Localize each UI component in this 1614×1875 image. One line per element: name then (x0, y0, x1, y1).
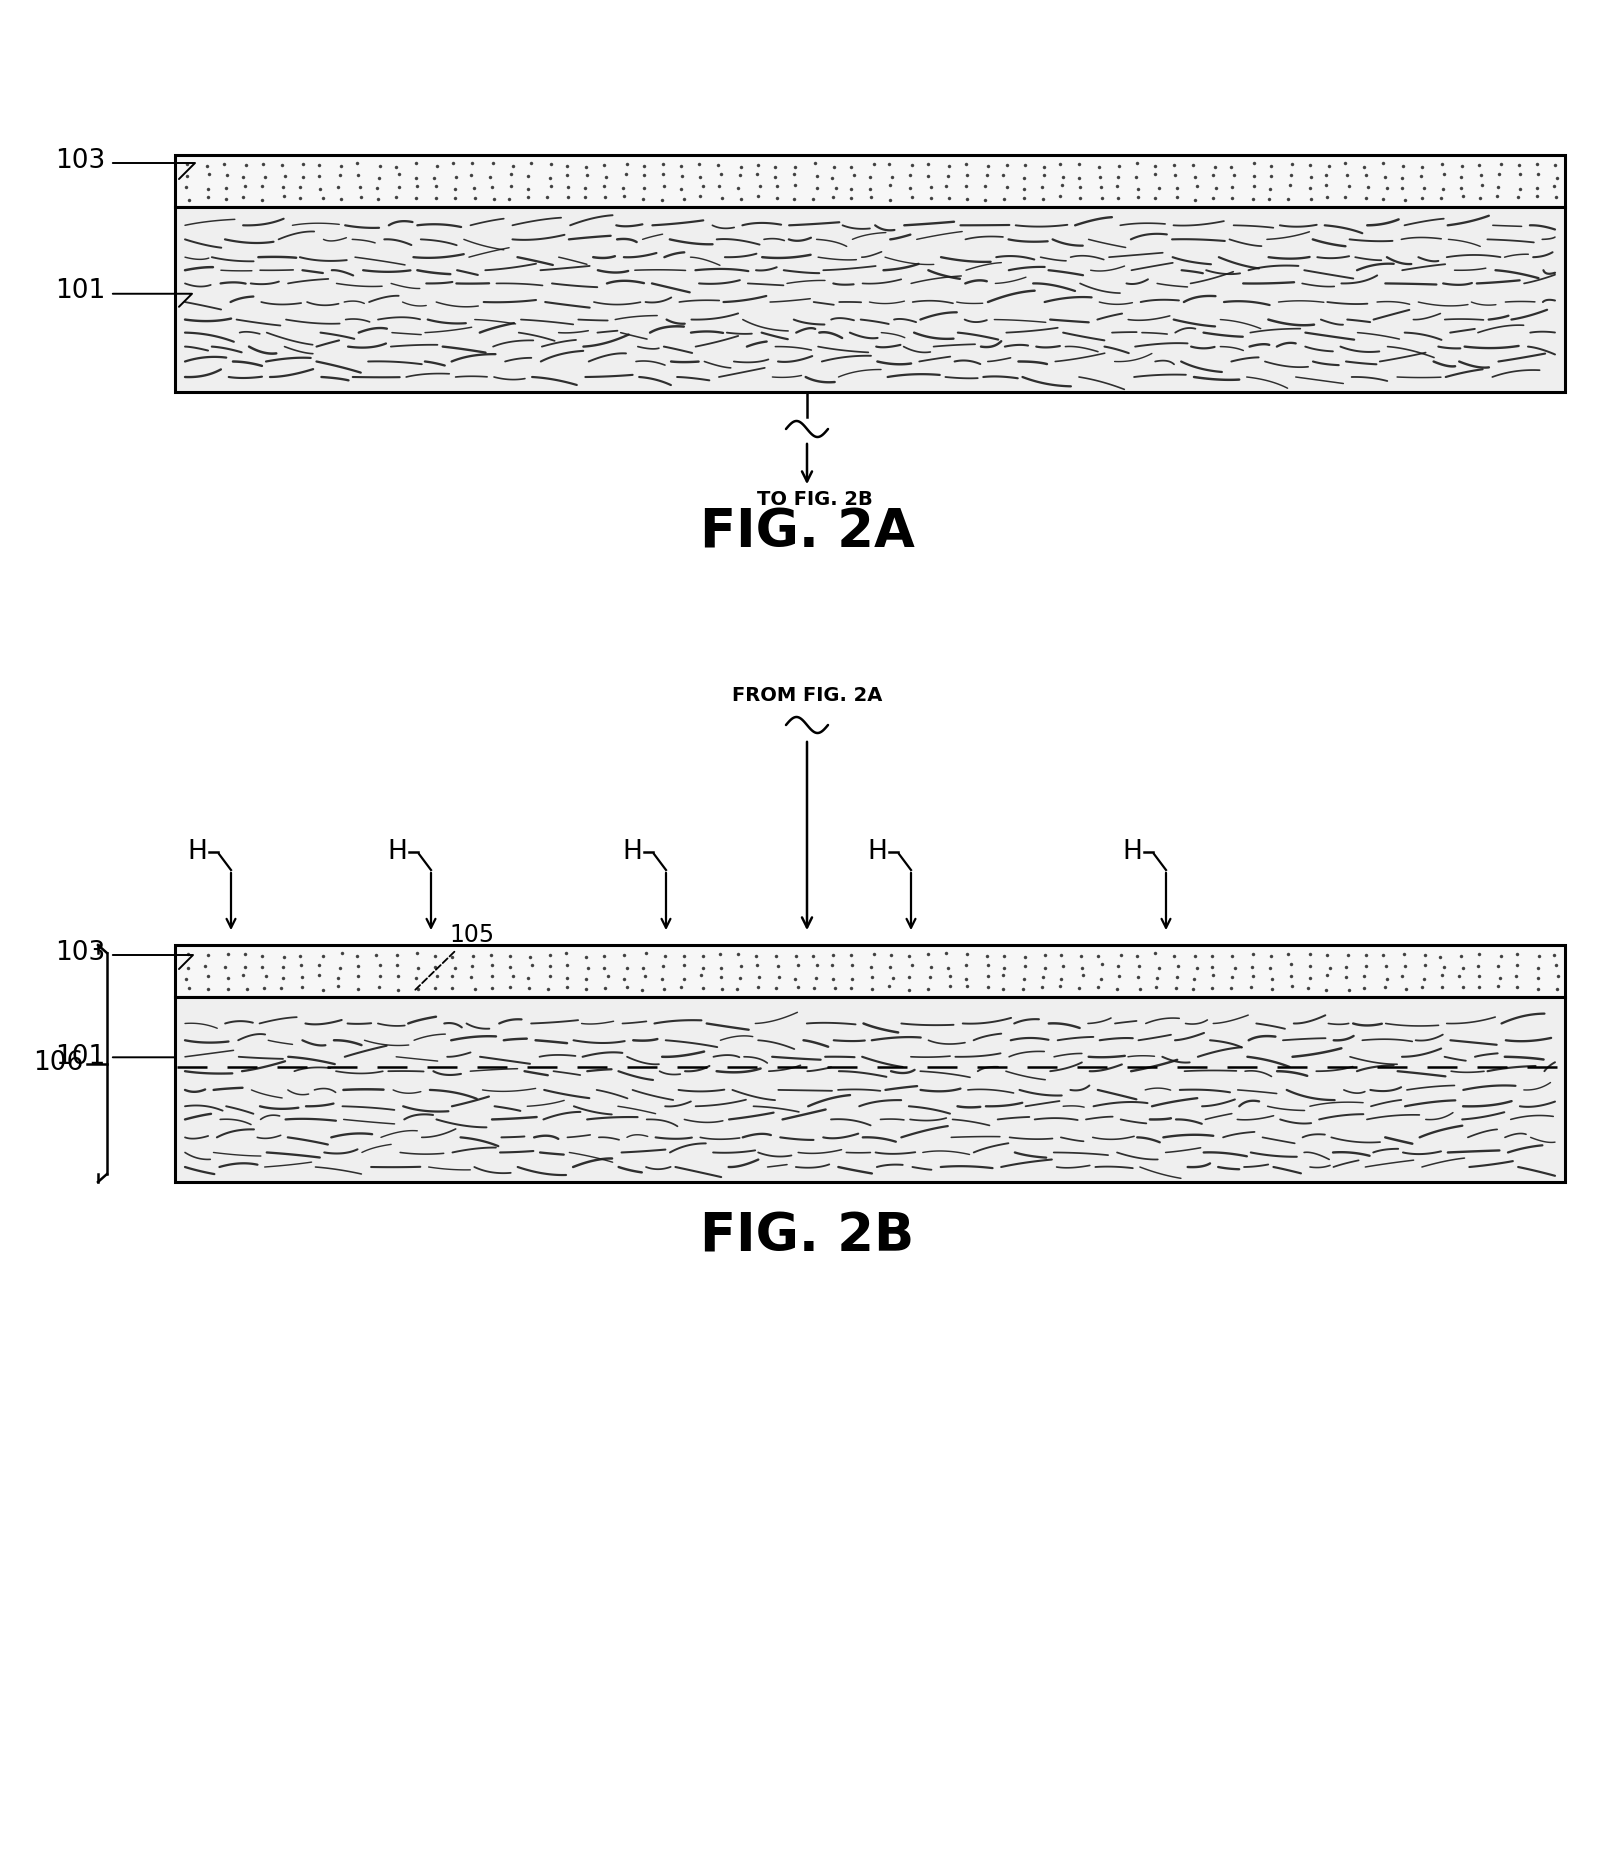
Text: 105: 105 (415, 922, 494, 990)
Bar (174, 206, 1566, 392)
Text: H: H (621, 838, 642, 864)
Text: H: H (867, 838, 888, 864)
Text: 103: 103 (55, 148, 105, 174)
Text: FROM FIG. 2A: FROM FIG. 2A (731, 686, 883, 705)
Text: 106: 106 (32, 1050, 82, 1076)
Text: FIG. 2A: FIG. 2A (699, 506, 915, 559)
Text: 103: 103 (55, 939, 105, 966)
Bar (174, 998, 1566, 1181)
Text: H: H (187, 838, 207, 864)
Text: H: H (1122, 838, 1143, 864)
Text: FIG. 2B: FIG. 2B (700, 1209, 914, 1262)
Text: TO FIG. 2B: TO FIG. 2B (757, 489, 873, 508)
Text: 101: 101 (55, 1044, 105, 1071)
Bar (174, 156, 1566, 206)
Text: 101: 101 (55, 278, 105, 304)
Bar (174, 945, 1566, 998)
Text: H: H (387, 838, 407, 864)
